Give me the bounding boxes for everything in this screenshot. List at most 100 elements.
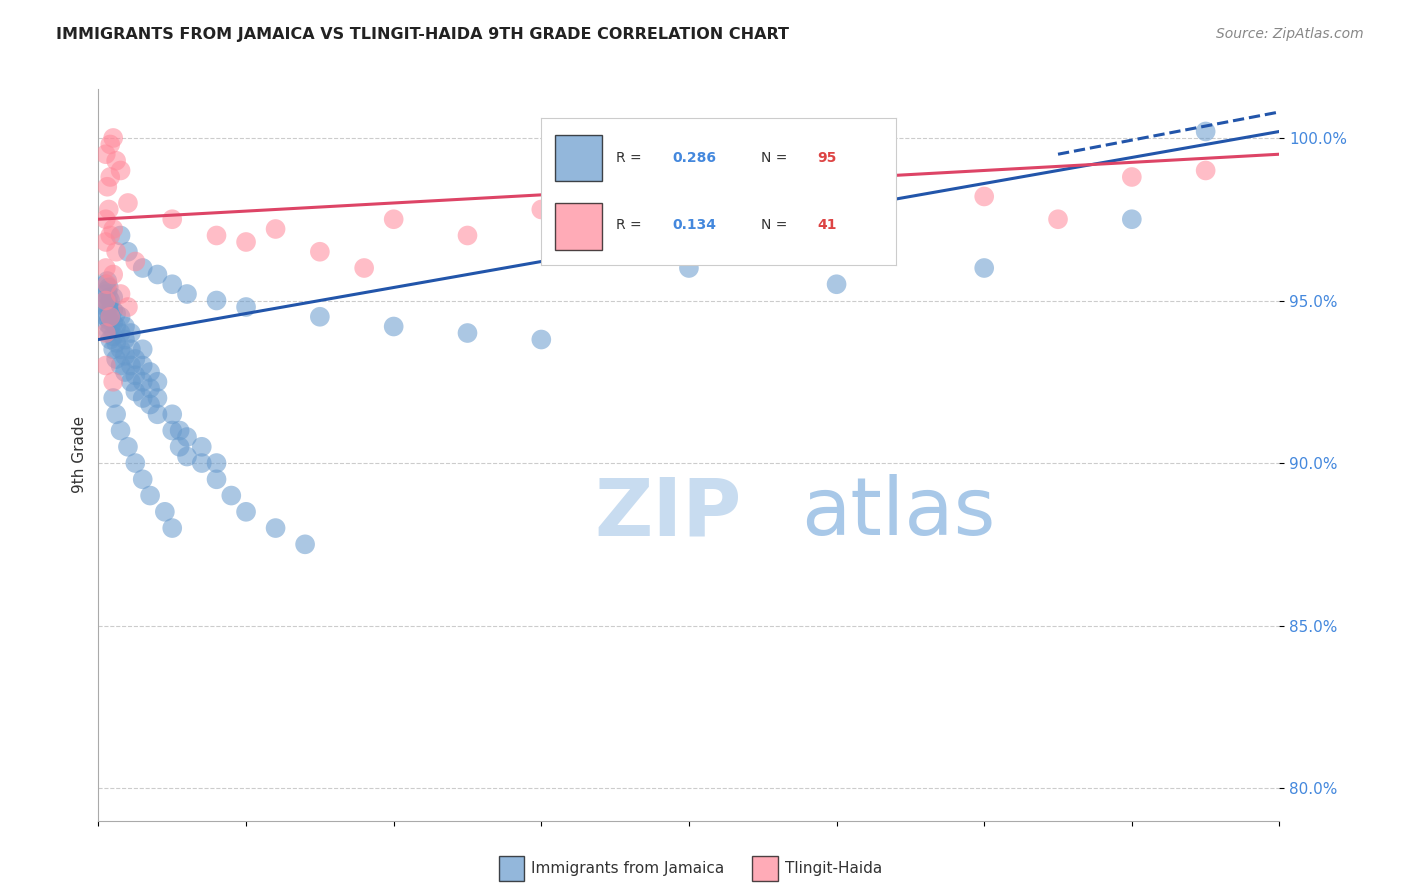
Point [110, 310, 132, 324]
Point [146, 268, 169, 282]
Point [97, 300, 120, 314]
Point [98, 306, 121, 320]
Point [105, 153, 128, 168]
Point [124, 368, 146, 383]
Point [103, 290, 125, 304]
Text: IMMIGRANTS FROM JAMAICA VS TLINGIT-HAIDA 9TH GRADE CORRELATION CHART: IMMIGRANTS FROM JAMAICA VS TLINGIT-HAIDA… [56, 27, 789, 42]
Point [96, 316, 118, 330]
Point [110, 163, 132, 178]
Point [114, 365, 136, 379]
Point [235, 235, 257, 249]
Point [124, 254, 146, 268]
Point [96, 179, 118, 194]
Point [530, 202, 553, 217]
Point [98, 293, 121, 308]
Point [94, 287, 117, 301]
Point [191, 456, 214, 470]
Point [176, 287, 198, 301]
Point [98, 319, 121, 334]
Point [110, 228, 132, 243]
Point [120, 343, 142, 357]
Text: Source: ZipAtlas.com: Source: ZipAtlas.com [1216, 27, 1364, 41]
Point [103, 131, 125, 145]
Point [98, 333, 121, 347]
Point [530, 333, 553, 347]
Point [96, 284, 118, 298]
Point [294, 537, 316, 551]
Point [264, 222, 287, 236]
Point [110, 287, 132, 301]
Point [94, 235, 117, 249]
Point [382, 212, 405, 227]
Point [98, 228, 121, 243]
Point [205, 456, 228, 470]
Point [146, 391, 169, 405]
Point [973, 189, 995, 203]
Point [97, 313, 120, 327]
Point [678, 260, 700, 275]
Point [235, 505, 257, 519]
Text: Immigrants from Jamaica: Immigrants from Jamaica [531, 862, 724, 876]
Point [162, 521, 183, 535]
Point [219, 489, 243, 503]
Point [103, 268, 125, 282]
Point [205, 228, 228, 243]
Point [105, 407, 128, 421]
Point [94, 326, 117, 340]
Point [132, 472, 155, 486]
Point [139, 489, 162, 503]
Point [114, 333, 136, 347]
Point [132, 375, 155, 389]
Point [146, 407, 169, 421]
Point [139, 381, 162, 395]
Point [103, 303, 125, 318]
Point [103, 222, 125, 236]
Point [97, 290, 120, 304]
Point [1121, 169, 1143, 184]
Point [103, 343, 125, 357]
Point [114, 349, 136, 363]
Point [162, 407, 183, 421]
Point [105, 306, 128, 320]
Point [1195, 124, 1218, 138]
Point [309, 244, 332, 259]
Point [110, 424, 132, 438]
Point [132, 359, 155, 373]
Point [162, 212, 183, 227]
Point [114, 319, 136, 334]
Point [105, 351, 128, 366]
Point [94, 212, 117, 227]
Point [132, 260, 155, 275]
Point [103, 316, 125, 330]
Point [176, 450, 198, 464]
Point [96, 306, 118, 320]
Point [105, 335, 128, 350]
Point [94, 359, 117, 373]
Point [973, 260, 995, 275]
Point [96, 293, 118, 308]
Point [94, 293, 117, 308]
Point [94, 293, 117, 308]
Y-axis label: 9th Grade: 9th Grade [72, 417, 87, 493]
Text: ZIP: ZIP [595, 475, 742, 552]
Point [235, 300, 257, 314]
Point [169, 424, 191, 438]
Point [169, 440, 191, 454]
Point [132, 343, 155, 357]
Point [456, 228, 478, 243]
Point [1046, 212, 1069, 227]
Point [110, 359, 132, 373]
Point [162, 277, 183, 292]
Point [605, 212, 627, 227]
Point [110, 326, 132, 340]
Point [117, 300, 139, 314]
Point [94, 277, 117, 292]
Point [94, 310, 117, 324]
Point [139, 398, 162, 412]
Point [103, 391, 125, 405]
Point [353, 260, 375, 275]
Point [825, 277, 848, 292]
Point [98, 137, 121, 152]
Point [120, 359, 142, 373]
Point [153, 505, 176, 519]
